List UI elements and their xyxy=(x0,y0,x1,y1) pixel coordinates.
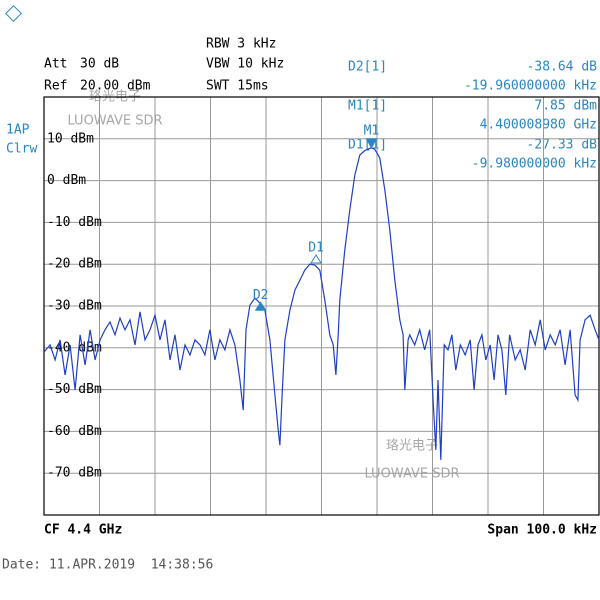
marker-label: D2 xyxy=(253,288,269,303)
y-tick-label: -60 dBm xyxy=(47,424,102,439)
att-value: 30 dB xyxy=(80,57,119,72)
plot-frame xyxy=(43,96,600,516)
date: Date: 11.APR.2019 14:38:56 xyxy=(2,558,213,573)
readout-label: M1[1] xyxy=(348,99,387,114)
readout-value: 7.85 dBm xyxy=(534,99,597,114)
y-tick-label: -70 dBm xyxy=(47,466,102,481)
span: Span 100.0 kHz xyxy=(487,523,597,538)
readout-value: -27.33 dB xyxy=(527,138,598,153)
y-tick-label: -10 dBm xyxy=(47,215,102,230)
y-tick-label: 10 dBm xyxy=(47,131,94,146)
y-tick-label: -20 dBm xyxy=(47,257,102,272)
logo xyxy=(5,5,22,22)
watermark-brand: LUOWAVE SDR xyxy=(364,467,459,482)
vbw: VBW 10 kHz xyxy=(206,57,284,72)
rbw: RBW 3 kHz xyxy=(206,37,276,52)
center-frequency: CF 4.4 GHz xyxy=(44,523,122,538)
readout-sub: 4.400008980 GHz xyxy=(480,118,597,133)
readout-sub: -9.980000000 kHz xyxy=(472,157,597,172)
y-tick-label: 0 dBm xyxy=(47,173,86,188)
marker xyxy=(365,138,378,149)
marker-label: M1 xyxy=(364,123,380,138)
y-tick-label: -30 dBm xyxy=(47,299,102,314)
readout-value: -38.64 dB xyxy=(527,60,598,75)
ref-value: 20.00 dBm xyxy=(80,79,151,94)
ref-label: Ref xyxy=(44,79,67,94)
marker-label: D1 xyxy=(308,241,324,256)
swt: SWT 15ms xyxy=(206,79,269,94)
trace xyxy=(43,147,600,460)
readout-sub: -19.960000000 kHz xyxy=(464,79,597,94)
trace-detector: Clrw xyxy=(6,142,37,157)
readout-label: D2[1] xyxy=(348,60,387,75)
marker xyxy=(254,301,267,311)
att-label: Att xyxy=(44,57,67,72)
marker xyxy=(310,254,322,264)
watermark-brand: LUOWAVE SDR xyxy=(67,114,162,129)
trace-mode: 1AP xyxy=(6,123,30,138)
watermark-title: 珞光电子 xyxy=(386,439,438,454)
